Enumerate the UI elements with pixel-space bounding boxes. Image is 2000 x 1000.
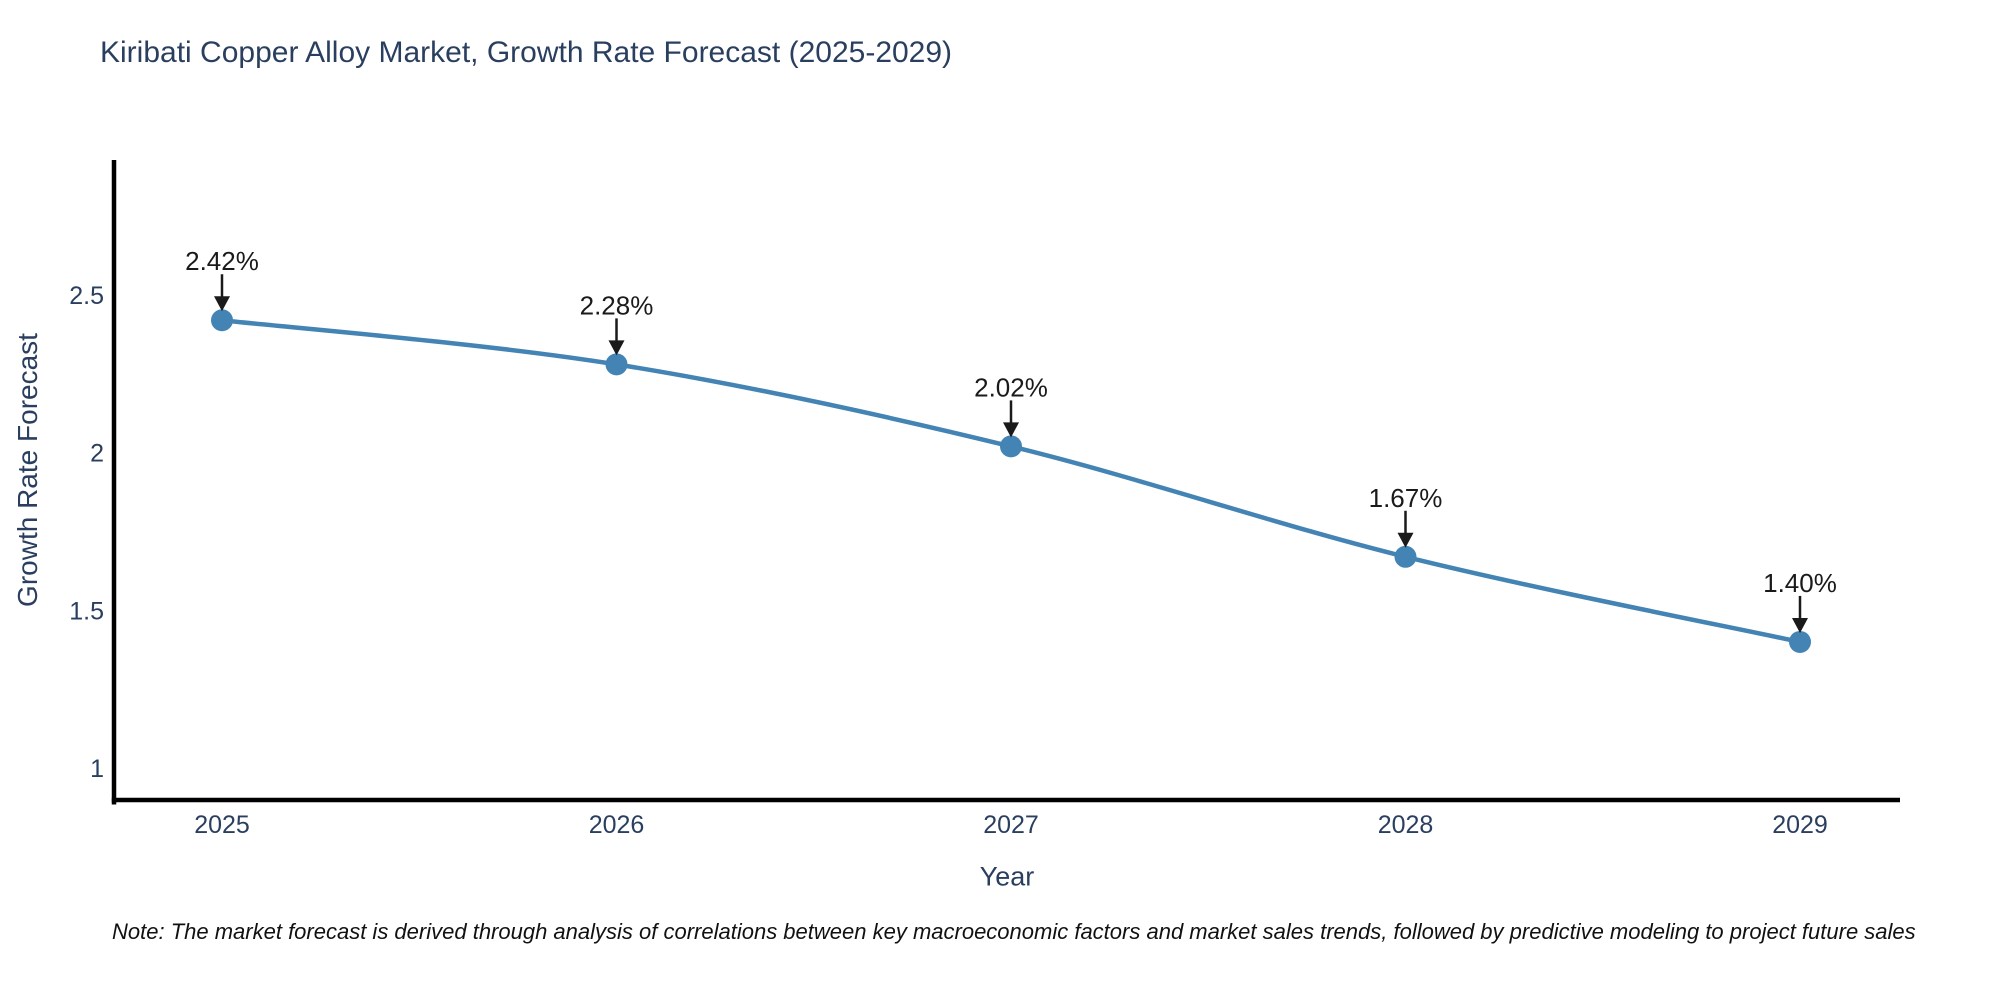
annotation-arrow — [615, 318, 618, 342]
annotation-arrowhead — [608, 340, 625, 356]
y-axis-title: Growth Rate Forecast — [12, 333, 43, 607]
annotation-arrow — [220, 274, 224, 298]
annotation-arrow — [1404, 510, 1407, 534]
data-point-label: 2.28% — [580, 290, 654, 320]
annotation-arrowhead — [1397, 532, 1414, 548]
y-tick-label: 2.5 — [69, 282, 104, 310]
chart-title: Kiribati Copper Alloy Market, Growth Rat… — [100, 36, 953, 69]
annotation-arrowhead — [1003, 422, 1019, 438]
x-axis-line — [111, 797, 1900, 803]
y-axis-line — [111, 160, 117, 805]
data-point[interactable] — [1000, 435, 1022, 458]
data-point-label: 1.67% — [1369, 483, 1443, 513]
annotation-arrow — [1009, 400, 1013, 424]
x-tick-label: 2028 — [1378, 811, 1434, 839]
x-axis-title: Year — [979, 861, 1035, 892]
x-tick-label: 2027 — [983, 811, 1039, 839]
x-tick-label: 2025 — [194, 811, 250, 839]
trend-line — [219, 317, 1803, 645]
y-tick-label: 1.5 — [69, 597, 104, 625]
x-tick-label: 2026 — [589, 811, 645, 839]
data-point-label: 2.42% — [185, 246, 259, 276]
data-point[interactable] — [605, 353, 628, 376]
annotation-arrowhead — [214, 296, 230, 312]
y-tick-label: 2 — [90, 440, 104, 468]
annotation-arrow — [1798, 595, 1802, 619]
data-point-label: 2.02% — [974, 372, 1048, 402]
data-point[interactable] — [1789, 630, 1811, 653]
data-point[interactable] — [1394, 545, 1417, 568]
x-tick-label: 2029 — [1772, 811, 1828, 839]
y-tick-label: 1 — [90, 755, 104, 783]
note-text: Note: The market forecast is derived thr… — [112, 919, 1916, 944]
data-point-label: 1.40% — [1763, 568, 1837, 598]
data-point[interactable] — [211, 309, 233, 332]
annotation-arrowhead — [1792, 617, 1808, 633]
